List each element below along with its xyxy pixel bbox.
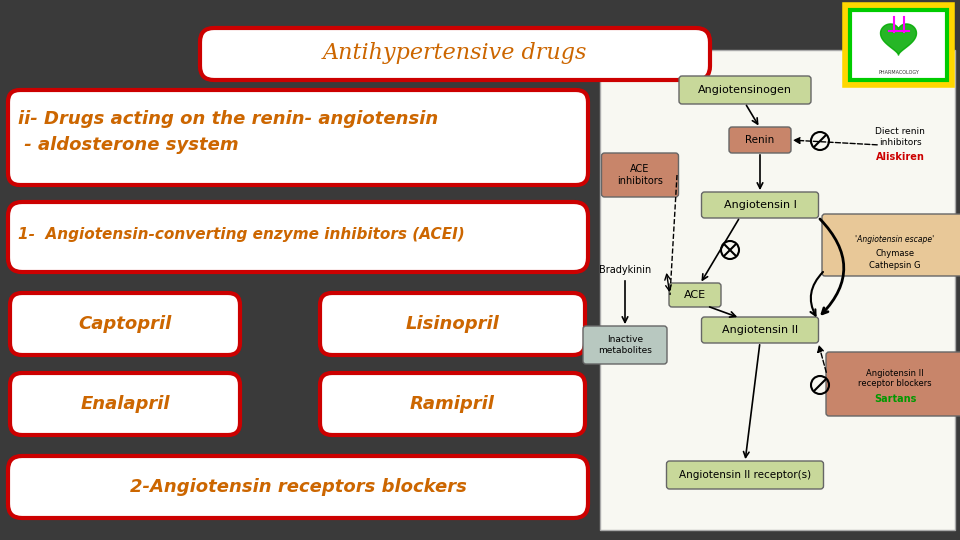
Text: Angiotensin I: Angiotensin I [724, 200, 797, 210]
Text: PHARMACOLOGY: PHARMACOLOGY [878, 70, 919, 75]
Bar [850, 10, 947, 80]
Text: Captopril: Captopril [79, 315, 172, 333]
Text: Inactive
metabolites: Inactive metabolites [598, 335, 652, 355]
FancyBboxPatch shape [200, 28, 710, 80]
Text: Ramipril: Ramipril [410, 395, 495, 413]
Text: Aliskiren: Aliskiren [876, 152, 924, 162]
FancyBboxPatch shape [8, 202, 588, 272]
FancyBboxPatch shape [320, 373, 585, 435]
Text: Diect renin
inhibitors: Diect renin inhibitors [876, 127, 924, 147]
Text: Enalapril: Enalapril [81, 395, 170, 413]
Text: receptor blockers: receptor blockers [858, 380, 932, 388]
Bar [845, 5, 952, 85]
FancyBboxPatch shape [602, 153, 679, 197]
Text: Cathepsin G: Cathepsin G [869, 260, 921, 269]
Text: ACE
inhibitors: ACE inhibitors [617, 164, 663, 186]
Text: Lisinopril: Lisinopril [406, 315, 499, 333]
Text: ACE: ACE [684, 290, 706, 300]
Text: Chymase: Chymase [876, 248, 915, 258]
Text: Angiotensin II: Angiotensin II [866, 368, 924, 377]
FancyBboxPatch shape [8, 90, 588, 185]
FancyBboxPatch shape [669, 283, 721, 307]
FancyBboxPatch shape [10, 293, 240, 355]
Bar [600, 50, 955, 530]
FancyBboxPatch shape [8, 456, 588, 518]
FancyBboxPatch shape [10, 373, 240, 435]
Text: Bradykinin: Bradykinin [599, 265, 651, 275]
Text: Renin: Renin [745, 135, 775, 145]
Text: 'Angiotensin escape': 'Angiotensin escape' [855, 235, 935, 245]
FancyBboxPatch shape [666, 461, 824, 489]
Text: Antihypertensive drugs: Antihypertensive drugs [323, 42, 588, 64]
FancyBboxPatch shape [583, 326, 667, 364]
Text: 2-Angiotensin receptors blockers: 2-Angiotensin receptors blockers [130, 478, 467, 496]
FancyBboxPatch shape [320, 293, 585, 355]
Text: 1-  Angiotensin-converting enzyme inhibitors (ACEI): 1- Angiotensin-converting enzyme inhibit… [18, 227, 465, 242]
Text: ii- Drugs acting on the renin- angiotensin
 - aldosterone system: ii- Drugs acting on the renin- angiotens… [18, 111, 439, 153]
FancyBboxPatch shape [826, 352, 960, 416]
Text: Angiotensinogen: Angiotensinogen [698, 85, 792, 95]
Text: Angiotensin II receptor(s): Angiotensin II receptor(s) [679, 470, 811, 480]
FancyBboxPatch shape [702, 192, 819, 218]
FancyBboxPatch shape [679, 76, 811, 104]
Text: Angiotensin II: Angiotensin II [722, 325, 798, 335]
FancyBboxPatch shape [729, 127, 791, 153]
Polygon shape [880, 24, 917, 55]
Text: Sartans: Sartans [874, 394, 916, 404]
FancyBboxPatch shape [702, 317, 819, 343]
FancyBboxPatch shape [822, 214, 960, 276]
